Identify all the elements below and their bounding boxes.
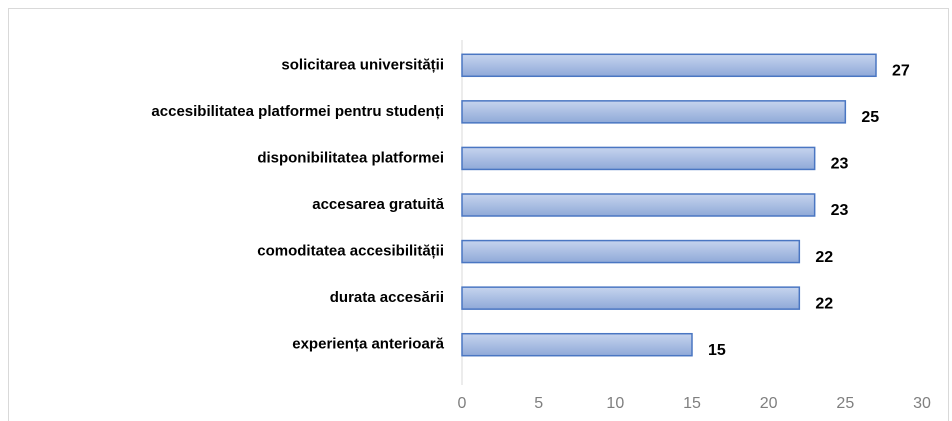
x-tick-label: 25 [836,395,854,412]
bar [461,332,693,357]
x-tick-label: 5 [534,395,543,412]
value-label: 23 [831,202,849,219]
category-label: comoditatea accesibilității [257,243,444,260]
value-label: 22 [815,249,833,266]
x-tick-label: 20 [760,395,778,412]
bar [461,146,816,171]
bar [461,193,816,217]
category-label: disponibilitatea platformei [257,149,444,166]
value-label: 25 [861,109,879,126]
x-tick-label: 30 [913,395,931,412]
bar [461,53,877,78]
chart-frame [8,8,949,421]
category-label: accesarea gratuită [312,196,444,213]
x-tick-label: 15 [683,395,701,412]
x-tick-label: 10 [606,395,624,412]
category-label: accesibilitatea platformei pentru studen… [151,103,444,120]
category-label: experiența anterioară [292,336,444,353]
value-label: 27 [892,63,910,80]
bar [461,286,801,310]
category-label: durata accesării [330,289,444,306]
x-tick-label: 0 [458,395,467,412]
bar [461,239,801,264]
value-label: 22 [815,295,833,312]
category-label: solicitarea universității [281,56,444,73]
value-label: 23 [831,156,849,173]
bar [461,100,847,124]
value-label: 15 [708,342,726,359]
